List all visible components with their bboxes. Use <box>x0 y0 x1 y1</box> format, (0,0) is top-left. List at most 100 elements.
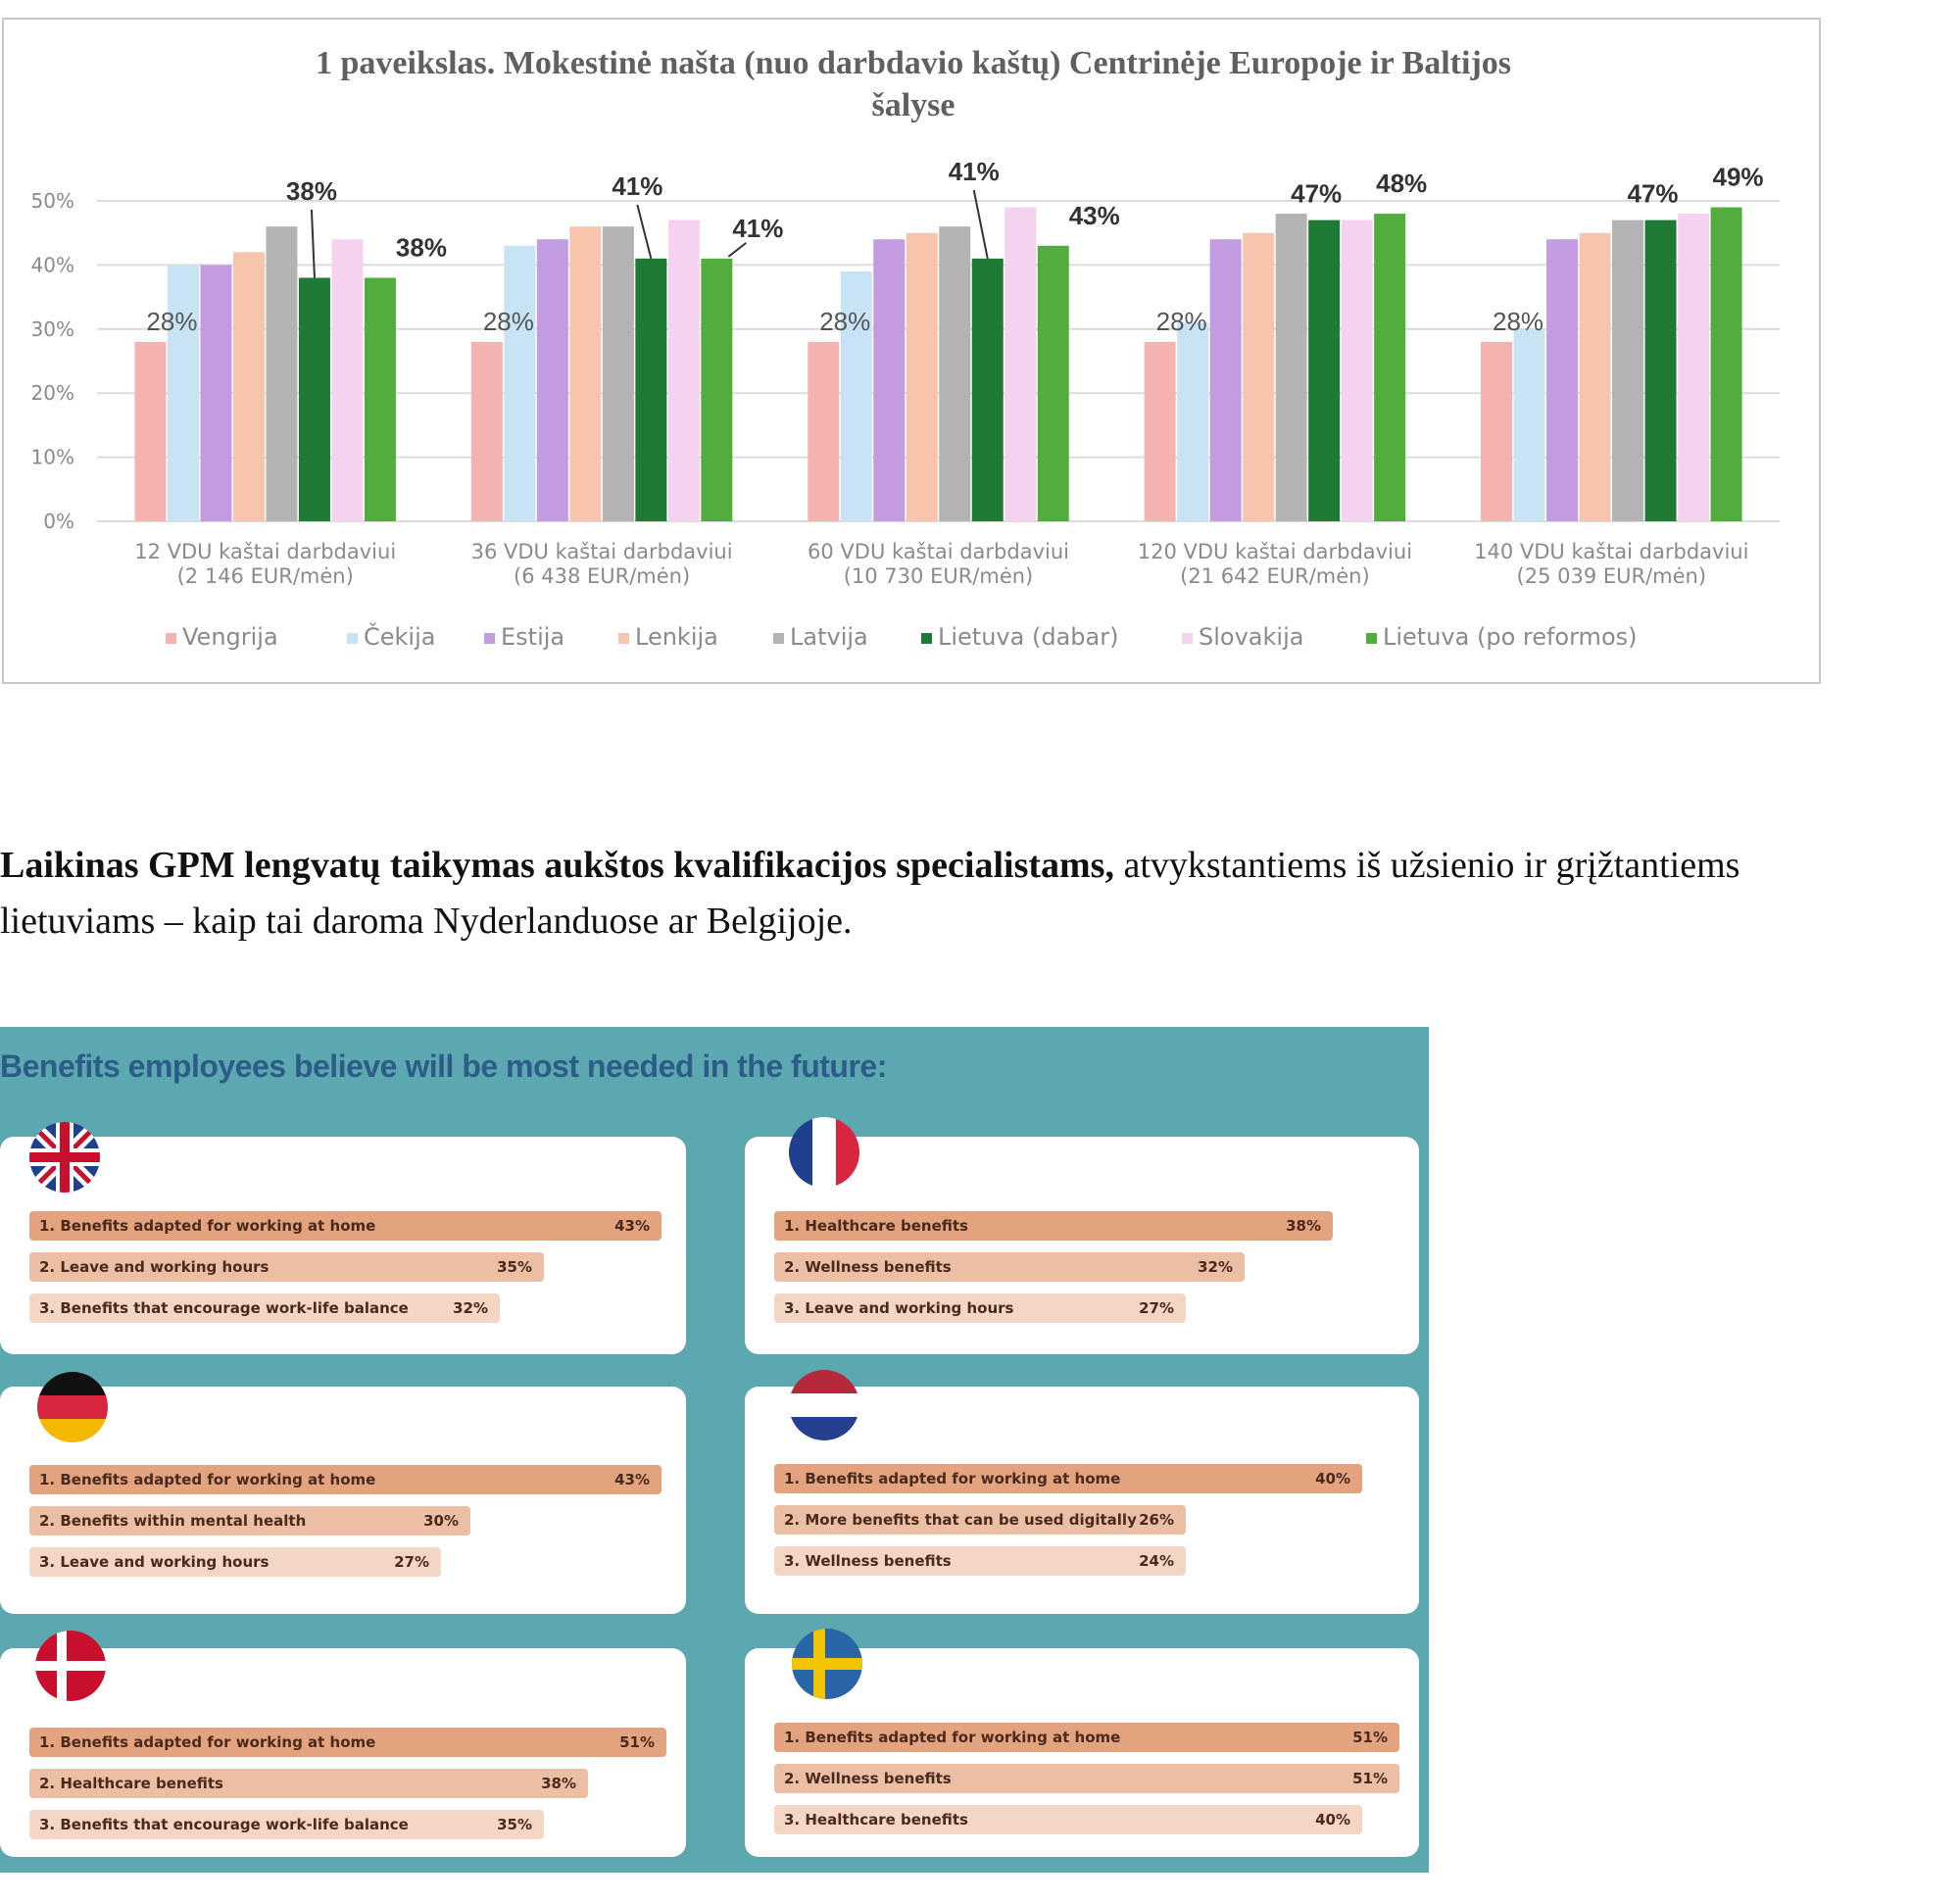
data-label-vengrija: 28% <box>483 307 534 336</box>
data-label-lietuva-po-reformos: 49% <box>1713 163 1764 192</box>
benefit-bar: 3. Healthcare benefits 40% <box>774 1805 1362 1834</box>
benefit-label: 2. Wellness benefits <box>784 1770 952 1787</box>
bar-lietuva-dabar <box>298 277 330 521</box>
bar-latvija <box>1275 214 1307 521</box>
benefit-value: 32% <box>453 1299 488 1317</box>
benefit-value: 51% <box>1352 1729 1388 1746</box>
data-label-lietuva-dabar: 41% <box>612 171 662 201</box>
bar-lietuva-dabar <box>1308 219 1341 521</box>
data-label-lietuva-dabar: 47% <box>1628 179 1679 209</box>
benefit-label: 3. Wellness benefits <box>784 1552 952 1570</box>
legend-label: Slovakija <box>1199 623 1303 651</box>
benefit-label: 1. Benefits adapted for working at home <box>39 1471 376 1488</box>
bar-lenkija <box>1243 232 1275 521</box>
y-tick-label: 0% <box>43 510 74 533</box>
data-label-vengrija: 28% <box>1156 307 1207 336</box>
benefit-value: 43% <box>614 1471 650 1488</box>
benefit-bar: 3. Leave and working hours 27% <box>29 1547 441 1577</box>
bar-lenkija <box>232 252 265 521</box>
benefit-bar: 3. Leave and working hours 27% <box>774 1293 1186 1323</box>
bar-latvija <box>939 226 971 521</box>
bar-slovakija <box>1004 207 1037 522</box>
bar-latvija <box>602 226 634 521</box>
bar-estija <box>1546 239 1579 522</box>
bar-vengrija <box>1481 341 1513 521</box>
benefits-infographic: Benefits employees believe will be most … <box>0 1027 1429 1873</box>
bar-vengrija <box>470 341 503 521</box>
legend-label: Estija <box>501 623 564 651</box>
benefit-label: 1. Benefits adapted for working at home <box>784 1470 1121 1487</box>
benefit-bar: 3. Wellness benefits 24% <box>774 1546 1186 1576</box>
benefit-bar: 1. Benefits adapted for working at home 4… <box>29 1211 662 1241</box>
y-tick-label: 30% <box>31 317 74 341</box>
benefit-label: 3. Benefits that encourage work-life bal… <box>39 1816 409 1833</box>
bar-slovakija <box>331 239 364 522</box>
country-card: 1. Benefits adapted for working at home 5… <box>0 1631 686 1857</box>
data-label-lietuva-po-reformos: 38% <box>396 232 447 262</box>
y-tick-label: 50% <box>31 189 74 213</box>
legend-swatch <box>1182 633 1193 644</box>
chart-title-line1: 1 paveikslas. Mokestinė našta (nuo darbd… <box>316 45 1511 81</box>
denmark-flag-icon <box>35 1631 106 1701</box>
leader-line <box>972 189 989 260</box>
bar-lietuva-dabar <box>635 258 667 521</box>
bar-vengrija <box>134 341 167 521</box>
benefit-bar: 2. Leave and working hours 35% <box>29 1252 544 1282</box>
x-category-label: 140 VDU kaštai darbdaviui <box>1474 540 1748 563</box>
x-category-label: 12 VDU kaštai darbdaviui <box>134 540 396 563</box>
bar-estija <box>200 265 232 521</box>
benefit-label: 1. Benefits adapted for working at home <box>784 1729 1121 1746</box>
data-label-lietuva-po-reformos: 48% <box>1376 169 1427 198</box>
data-label-lietuva-dabar: 47% <box>1291 179 1342 209</box>
benefit-bar: 1. Benefits adapted for working at home 5… <box>29 1728 666 1757</box>
bar-vengrija <box>1144 341 1176 521</box>
paragraph-text: atvykstantiems iš užsienio ir grįžtantie… <box>0 845 1740 942</box>
data-label-lietuva-po-reformos: 43% <box>1069 201 1120 230</box>
bar-estija <box>1209 239 1242 522</box>
country-card: 1. Benefits adapted for working at home 4… <box>0 1372 686 1614</box>
benefit-value: 38% <box>541 1775 576 1792</box>
benefit-bar: 2. More benefits that can be used digita… <box>774 1505 1186 1535</box>
x-category-label: 60 VDU kaštai darbdaviui <box>808 540 1069 563</box>
data-label-lietuva-po-reformos: 41% <box>732 214 783 243</box>
bar-lietuva-dabar <box>1644 219 1677 521</box>
x-category-label: 120 VDU kaštai darbdaviui <box>1138 540 1412 563</box>
benefit-bar: 2. Wellness benefits 32% <box>774 1252 1245 1282</box>
legend-label: Lietuva (dabar) <box>938 623 1118 651</box>
bar-slovakija <box>1678 214 1710 521</box>
leader-line <box>727 242 747 258</box>
benefit-bar: 1. Healthcare benefits 38% <box>774 1211 1333 1241</box>
x-category-label: 36 VDU kaštai darbdaviui <box>471 540 733 563</box>
germany-flag-icon <box>37 1372 108 1442</box>
benefit-value: 30% <box>423 1512 459 1530</box>
data-label-vengrija: 28% <box>1493 307 1544 336</box>
bar-lenkija <box>1579 232 1611 521</box>
country-card: 1. Benefits adapted for working at home 5… <box>745 1629 1419 1857</box>
bar-lietuva-po-reformos <box>1710 207 1742 522</box>
benefit-value: 35% <box>497 1258 532 1276</box>
legend-label: Vengrija <box>182 623 278 651</box>
legend-label: Latvija <box>790 623 868 651</box>
legend-swatch <box>166 633 176 644</box>
tax-burden-chart: 1 paveikslas. Mokestinė našta (nuo darbd… <box>31 45 1780 651</box>
uk-flag-icon <box>29 1122 100 1193</box>
benefit-label: 2. Leave and working hours <box>39 1258 270 1276</box>
bar-latvija <box>266 226 298 521</box>
x-category-label: (25 039 EUR/mėn) <box>1517 564 1707 588</box>
legend-swatch <box>921 633 932 644</box>
benefit-label: 3. Leave and working hours <box>784 1299 1014 1317</box>
benefit-value: 27% <box>394 1553 429 1571</box>
x-category-label: (6 438 EUR/mėn) <box>514 564 690 588</box>
bar-lietuva-po-reformos <box>1037 245 1069 521</box>
benefit-bar: 1. Benefits adapted for working at home 4… <box>29 1465 662 1494</box>
benefit-value: 26% <box>1139 1511 1174 1529</box>
benefit-value: 51% <box>1352 1770 1388 1787</box>
bar-slovakija <box>667 219 700 521</box>
benefit-value: 51% <box>619 1733 655 1751</box>
data-label-lietuva-dabar: 38% <box>286 176 337 206</box>
bar-lietuva-po-reformos <box>364 277 396 521</box>
data-label-vengrija: 28% <box>146 307 197 336</box>
benefit-value: 24% <box>1139 1552 1174 1570</box>
benefit-label: 2. Wellness benefits <box>784 1258 952 1276</box>
x-category-label: (21 642 EUR/mėn) <box>1180 564 1370 588</box>
